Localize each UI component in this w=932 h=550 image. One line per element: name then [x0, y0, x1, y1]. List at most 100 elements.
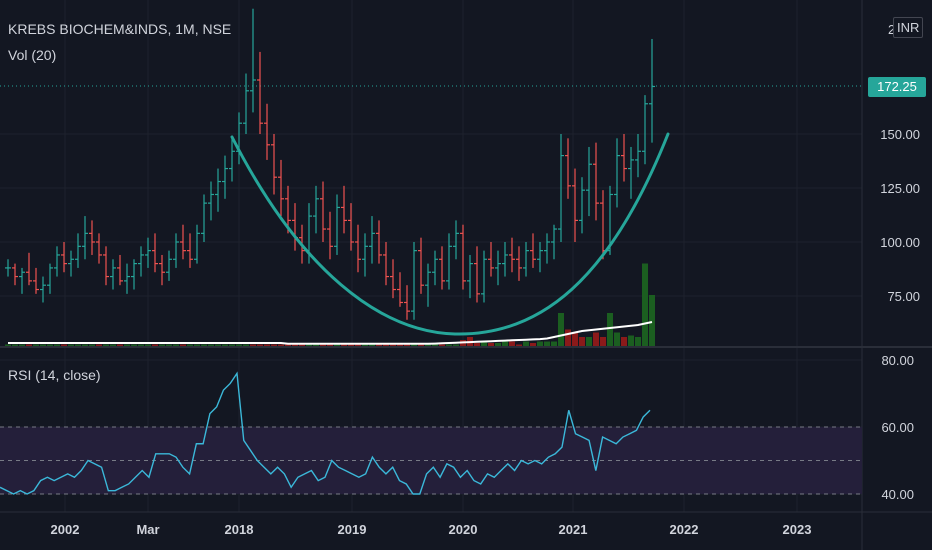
ohlc-bar: [229, 138, 235, 182]
volume-bar: [649, 295, 655, 346]
volume-bar: [551, 341, 557, 346]
volume-bar: [264, 344, 270, 346]
ohlc-bar: [397, 272, 403, 307]
ohlc-bar: [572, 168, 578, 242]
ohlc-bar: [446, 233, 452, 290]
volume-bar: [201, 344, 207, 346]
rsi-band: [0, 426, 862, 495]
volume-bar: [89, 344, 95, 346]
volume-bar: [103, 344, 109, 346]
volume-bar: [488, 343, 494, 346]
ohlc-bar: [411, 242, 417, 320]
rsi-series-line: [0, 371, 651, 495]
ohlc-bar: [145, 237, 151, 268]
volume-bar: [642, 263, 648, 346]
volume-bar: [285, 344, 291, 346]
price-tick-label: 125.00: [880, 181, 920, 196]
volume-bar: [362, 344, 368, 346]
volume-bar: [166, 344, 172, 346]
time-tick-label: 2019: [338, 522, 367, 537]
volume-ma-line: [8, 321, 653, 345]
volume-bar: [369, 344, 375, 346]
ohlc-bar: [432, 250, 438, 286]
currency-badge[interactable]: INR: [893, 17, 924, 38]
ohlc-bar: [68, 250, 74, 277]
price-tick-label: 100.00: [880, 235, 920, 250]
ohlc-bar: [75, 233, 81, 268]
ohlc-bar: [327, 211, 333, 260]
ohlc-bar: [194, 224, 200, 264]
volume-bar: [75, 344, 81, 346]
volume-bar: [138, 344, 144, 346]
ohlc-bar: [313, 185, 319, 234]
rsi-band-fill: [0, 427, 862, 494]
ohlc-bar: [460, 224, 466, 290]
ohlc-bar: [628, 146, 634, 199]
ohlc-bar: [201, 194, 207, 242]
ohlc-bar: [138, 246, 144, 277]
volume-bar: [215, 344, 221, 346]
ohlc-bar: [383, 242, 389, 286]
volume-bar: [194, 344, 200, 346]
volume-bar: [187, 344, 193, 346]
volume-bar: [152, 344, 158, 346]
volume-bar: [145, 344, 151, 346]
symbol-title[interactable]: KREBS BIOCHEM&INDS, 1M, NSE: [8, 21, 232, 37]
ohlc-bar: [579, 177, 585, 234]
volume-bar: [383, 344, 389, 346]
volume-bar: [607, 313, 613, 346]
volume-bar: [439, 344, 445, 346]
overlays: [230, 132, 670, 336]
ohlc-bar: [558, 134, 564, 242]
rsi-label[interactable]: RSI (14, close): [8, 367, 101, 383]
ohlc-bar: [40, 276, 46, 303]
volume-bar: [5, 344, 11, 346]
volume-bars: [5, 263, 655, 346]
ohlc-bar: [614, 138, 620, 208]
volume-bar: [292, 344, 298, 346]
volume-bar: [278, 344, 284, 346]
ohlc-bar: [257, 51, 263, 134]
volume-bar: [593, 332, 599, 346]
volume-bar: [635, 337, 641, 346]
ohlc-bar: [418, 237, 424, 294]
ohlc-bar: [54, 246, 60, 277]
ohlc-bar: [117, 254, 123, 286]
ohlc-bar: [530, 233, 536, 268]
ohlc-bar: [271, 134, 277, 195]
volume-bar: [320, 344, 326, 346]
ohlc-bar: [341, 185, 347, 234]
ohlc-bar: [278, 159, 284, 217]
volume-bar: [411, 344, 417, 346]
volume-bar: [299, 344, 305, 346]
volume-label[interactable]: Vol (20): [8, 47, 57, 63]
ohlc-bar: [355, 224, 361, 273]
ohlc-bar: [509, 237, 515, 273]
ohlc-bar: [551, 224, 557, 260]
volume-bar: [523, 341, 529, 346]
ohlc-bar: [467, 254, 473, 299]
ohlc-bar: [453, 220, 459, 260]
volume-bar: [306, 344, 312, 346]
volume-bar: [621, 337, 627, 346]
volume-bar: [544, 341, 550, 346]
volume-bar: [173, 344, 179, 346]
ohlc-bar: [26, 252, 32, 286]
ohlc-bar: [12, 263, 18, 286]
volume-bar: [334, 344, 340, 346]
volume-bar: [117, 344, 123, 346]
volume-bar: [12, 344, 18, 346]
ohlc-bar: [369, 216, 375, 264]
ohlc-bar: [159, 254, 165, 286]
ohlc-bar: [131, 259, 137, 290]
ohlc-bar: [565, 138, 571, 199]
volume-bar: [432, 344, 438, 346]
ohlc-bar: [502, 242, 508, 277]
ohlc-bar: [404, 285, 410, 320]
ohlc-bar: [110, 259, 116, 290]
volume-bar: [250, 344, 256, 346]
ohlc-bar: [166, 250, 172, 281]
ohlc-bar: [292, 203, 298, 251]
